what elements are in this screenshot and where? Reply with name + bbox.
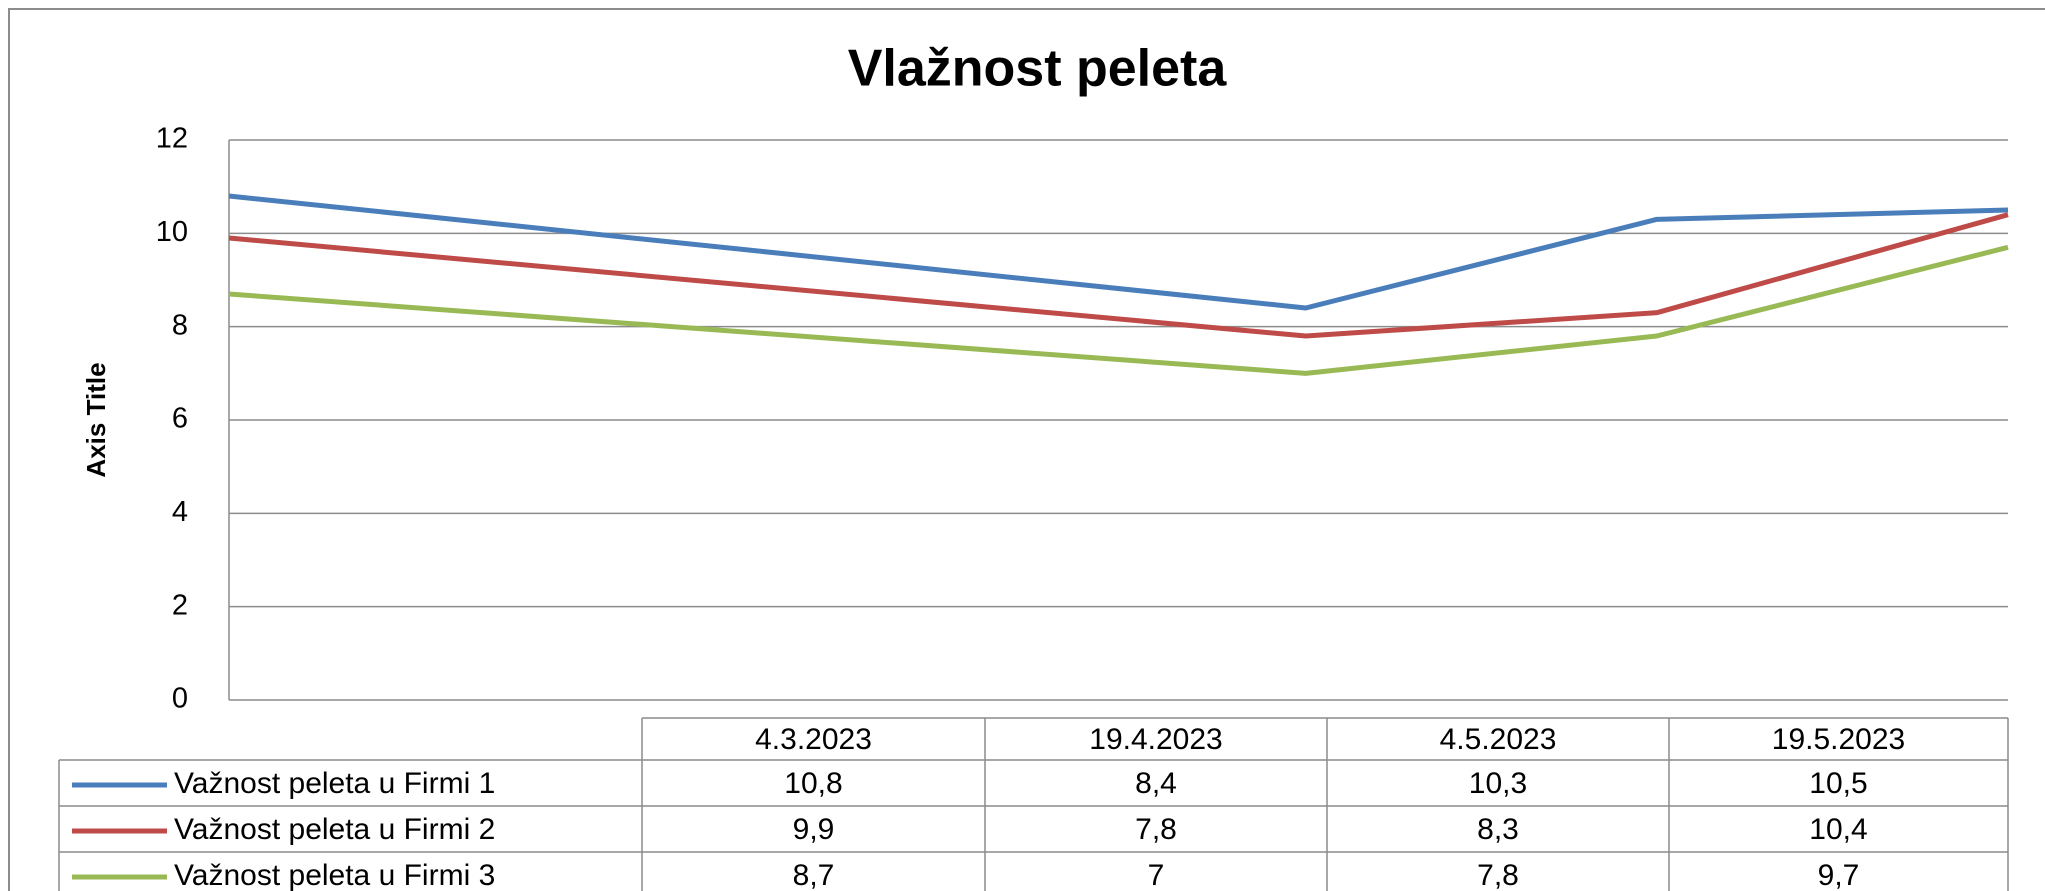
table-value: 10,4: [1809, 813, 1867, 846]
series-line: [228, 193, 2009, 311]
legend-label: Važnost peleta u Firmi 3: [174, 859, 495, 891]
chart-title: Vlažnost peleta: [848, 40, 1228, 98]
legend-label: Važnost peleta u Firmi 1: [174, 767, 495, 800]
table-value: 10,5: [1809, 767, 1867, 800]
y-tick-label: 12: [156, 123, 188, 155]
x-tick-label: 19.5.2023: [1772, 723, 1905, 756]
table-value: 8,4: [1135, 767, 1177, 800]
y-tick-label: 2: [172, 589, 188, 621]
y-tick-label: 4: [172, 496, 188, 528]
chart-border: [8, 8, 2045, 891]
legend-label: Važnost peleta u Firmi 2: [174, 813, 495, 846]
y-axis-title: Axis Title: [81, 362, 111, 477]
x-tick-label: 4.5.2023: [1440, 723, 1557, 756]
y-tick-label: 6: [172, 403, 188, 435]
table-value: 8,7: [793, 859, 835, 891]
series-line: [228, 244, 2009, 376]
table-value: 7,8: [1477, 859, 1519, 891]
x-tick-label: 19.4.2023: [1089, 723, 1222, 756]
x-tick-label: 4.3.2023: [755, 723, 872, 756]
table-value: 7: [1148, 859, 1165, 891]
table-value: 8,3: [1477, 813, 1519, 846]
table-value: 9,9: [793, 813, 835, 846]
y-tick-label: 10: [156, 216, 188, 248]
table-value: 10,3: [1469, 767, 1527, 800]
table-value: 7,8: [1135, 813, 1177, 846]
y-tick-label: 8: [172, 309, 188, 341]
table-value: 10,8: [784, 767, 842, 800]
table-value: 9,7: [1818, 859, 1860, 891]
series-line: [228, 212, 2009, 339]
y-tick-label: 0: [172, 683, 188, 715]
